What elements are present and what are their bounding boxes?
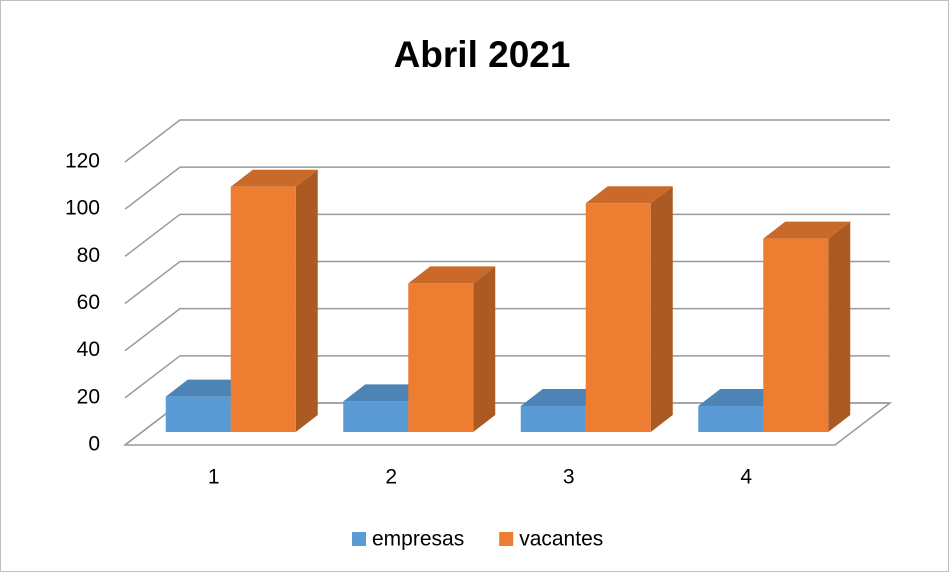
bar-front bbox=[230, 186, 296, 432]
bar-top bbox=[230, 169, 318, 187]
y-tick-label: 20 bbox=[77, 385, 100, 408]
bar bbox=[585, 186, 673, 432]
bar bbox=[763, 221, 851, 432]
legend-swatch bbox=[499, 532, 514, 546]
y-tick-label: 120 bbox=[65, 150, 100, 173]
y-tick-label: 40 bbox=[77, 338, 100, 361]
y-tick-label: 0 bbox=[88, 433, 100, 456]
grid-line bbox=[124, 166, 890, 210]
bar bbox=[230, 169, 318, 432]
x-tick-label: 4 bbox=[740, 466, 752, 489]
grid-line bbox=[124, 119, 890, 163]
x-tick-label: 3 bbox=[563, 466, 575, 489]
bar-front bbox=[585, 203, 651, 432]
bar-top bbox=[763, 221, 851, 239]
bar-front bbox=[520, 406, 586, 432]
bar-top bbox=[585, 186, 673, 204]
bar-side bbox=[295, 169, 318, 432]
bar-side bbox=[650, 186, 673, 432]
x-tick-label: 2 bbox=[385, 466, 397, 489]
bar-side bbox=[828, 221, 851, 432]
legend-label: empresas bbox=[372, 528, 464, 551]
chart-title: Abril 2021 bbox=[394, 34, 571, 75]
bar bbox=[408, 266, 496, 432]
bar-top bbox=[408, 266, 496, 284]
x-tick-label: 1 bbox=[208, 466, 220, 489]
bar-side bbox=[473, 266, 496, 432]
bar-front bbox=[763, 238, 829, 432]
y-tick-label: 100 bbox=[65, 197, 100, 220]
bar-front bbox=[165, 396, 231, 432]
bar-front bbox=[343, 401, 409, 432]
legend-label: vacantes bbox=[519, 528, 603, 551]
y-tick-label: 60 bbox=[77, 291, 100, 314]
bar-front bbox=[698, 406, 764, 432]
bar-front bbox=[408, 283, 474, 432]
legend-swatch bbox=[352, 532, 366, 546]
y-tick-label: 80 bbox=[77, 244, 100, 267]
